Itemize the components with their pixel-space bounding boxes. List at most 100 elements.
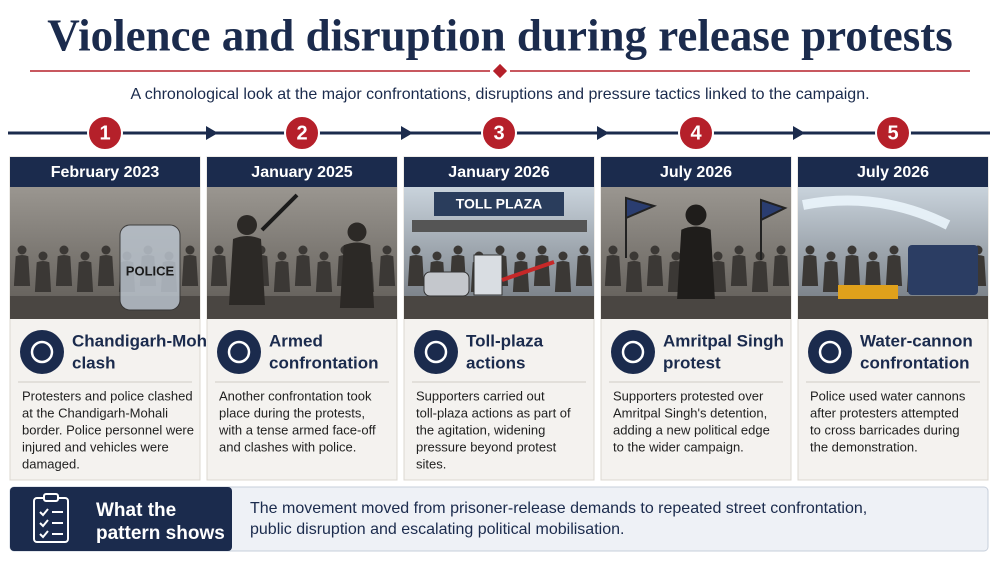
step-badge bbox=[875, 115, 911, 151]
truck bbox=[908, 245, 978, 295]
date-band bbox=[10, 157, 200, 187]
silhouette bbox=[608, 245, 618, 255]
event-description: and clashes with police. bbox=[219, 439, 356, 454]
timeline-arrow bbox=[401, 126, 413, 140]
silhouette bbox=[629, 251, 639, 261]
event-description: place during the protests, bbox=[219, 405, 365, 420]
step-number: 4 bbox=[690, 122, 702, 144]
summary-label: What the bbox=[96, 500, 176, 521]
event-title: actions bbox=[466, 353, 526, 372]
silhouette bbox=[55, 254, 73, 286]
event-description: Amritpal Singh's detention, bbox=[613, 405, 767, 420]
event-description: at the Chandigarh-Mohali bbox=[22, 405, 168, 420]
timeline-arrow bbox=[206, 126, 218, 140]
silhouette bbox=[298, 245, 308, 255]
shield bbox=[119, 224, 181, 311]
silhouette bbox=[822, 260, 840, 292]
event-description: to cross barricades during bbox=[810, 422, 960, 437]
silhouette bbox=[101, 245, 111, 255]
silhouette bbox=[847, 245, 857, 255]
silhouette bbox=[76, 260, 94, 292]
event-illustration bbox=[798, 187, 988, 319]
event-description: toll-plaza actions as part of bbox=[416, 405, 571, 420]
toll-booth bbox=[473, 254, 503, 296]
event-description: injured and vehicles were bbox=[22, 439, 169, 454]
silhouette bbox=[604, 254, 622, 286]
silhouette bbox=[575, 254, 593, 286]
summary-label: pattern shows bbox=[96, 523, 225, 544]
silhouette bbox=[558, 251, 568, 261]
silhouette bbox=[864, 260, 882, 292]
event-title: confrontation bbox=[860, 353, 970, 372]
silhouette bbox=[579, 245, 589, 255]
car bbox=[423, 271, 470, 297]
silhouette bbox=[237, 215, 257, 235]
silhouette bbox=[685, 204, 707, 226]
event-illustration bbox=[601, 187, 791, 319]
silhouette bbox=[801, 254, 819, 286]
silhouette bbox=[730, 254, 748, 286]
silhouette bbox=[776, 245, 786, 255]
silhouette bbox=[80, 251, 90, 261]
step-badge bbox=[87, 115, 123, 151]
silhouette bbox=[181, 254, 199, 286]
event-icon bbox=[808, 330, 852, 374]
event-description: pressure beyond protest bbox=[416, 439, 557, 454]
event-description: damaged. bbox=[22, 456, 80, 471]
event-title: clash bbox=[72, 353, 115, 372]
event-icon-glyph bbox=[30, 340, 54, 364]
silhouette bbox=[185, 245, 195, 255]
date-band bbox=[207, 157, 397, 187]
silhouette bbox=[650, 245, 660, 255]
silhouette bbox=[315, 260, 333, 292]
silhouette bbox=[453, 245, 463, 255]
ground bbox=[798, 296, 988, 319]
timeline-arrow bbox=[597, 126, 609, 140]
event-icon-glyph bbox=[227, 340, 251, 364]
silhouette bbox=[625, 260, 643, 292]
event-description: the demonstration. bbox=[810, 439, 918, 454]
silhouette bbox=[734, 245, 744, 255]
event-description: sites. bbox=[416, 456, 446, 471]
silhouette bbox=[17, 245, 27, 255]
step-number: 2 bbox=[296, 122, 307, 144]
silhouette bbox=[38, 251, 48, 261]
event-description: Supporters protested over bbox=[613, 388, 764, 403]
event-illustration bbox=[207, 187, 397, 319]
clipboard-icon bbox=[33, 493, 69, 543]
silhouette bbox=[512, 260, 530, 292]
summary-text: The movement moved from prisoner-release… bbox=[250, 500, 867, 517]
silhouette bbox=[554, 260, 572, 292]
timeline-arrow bbox=[793, 126, 805, 140]
event-icon bbox=[217, 330, 261, 374]
silhouette bbox=[294, 254, 312, 286]
event-card: 3 January 2026 TOLL PLAZA Toll-plaza actions… bbox=[403, 115, 595, 481]
event-illustration: TOLL PLAZA bbox=[404, 187, 594, 319]
page-title: Violence and disruption during release p… bbox=[47, 10, 952, 60]
event-card: 4 July 2026 Amritpal Singh protest Supporter… bbox=[600, 115, 792, 481]
flag bbox=[625, 196, 657, 258]
event-title: Chandigarh-Mohali bbox=[72, 331, 226, 350]
step-number: 5 bbox=[887, 122, 898, 144]
event-date: February 2023 bbox=[51, 164, 160, 181]
event-icon bbox=[414, 330, 458, 374]
silhouette bbox=[277, 251, 287, 261]
event-title: Amritpal Singh bbox=[663, 331, 784, 350]
silhouette bbox=[677, 226, 715, 299]
silhouette bbox=[347, 222, 367, 242]
step-number: 1 bbox=[99, 122, 110, 144]
step-badge bbox=[284, 115, 320, 151]
silhouette bbox=[516, 251, 526, 261]
event-title: Toll-plaza bbox=[466, 331, 544, 350]
toll-sign-text: TOLL PLAZA bbox=[456, 196, 543, 212]
title-diamond bbox=[492, 63, 508, 79]
silhouette bbox=[319, 251, 329, 261]
silhouette bbox=[843, 254, 861, 286]
event-date: January 2025 bbox=[251, 164, 353, 181]
event-icon-glyph bbox=[424, 340, 448, 364]
step-number: 3 bbox=[493, 122, 504, 144]
date-band bbox=[601, 157, 791, 187]
event-description: Protesters and police clashed bbox=[22, 388, 193, 403]
event-description: to the wider campaign. bbox=[613, 439, 744, 454]
